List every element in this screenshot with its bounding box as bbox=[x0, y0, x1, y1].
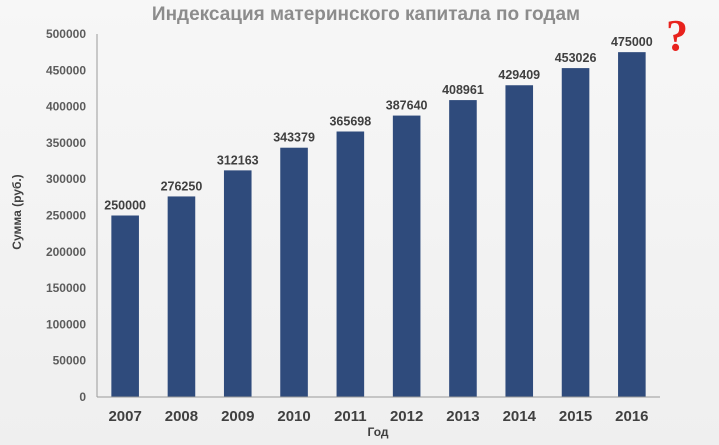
y-tick-label: 350000 bbox=[46, 136, 86, 150]
data-label-2008: 276250 bbox=[161, 179, 203, 193]
data-label-2014: 429409 bbox=[498, 68, 540, 82]
data-label-2016: 475000 bbox=[611, 35, 653, 49]
bar-2009 bbox=[223, 170, 252, 397]
x-tick-label-2011: 2011 bbox=[334, 408, 367, 425]
y-tick-label: 150000 bbox=[46, 281, 86, 295]
y-tick-label: 100000 bbox=[46, 317, 86, 331]
bar-2011 bbox=[336, 131, 365, 398]
x-tick-label-2010: 2010 bbox=[277, 408, 310, 425]
x-tick-label-2013: 2013 bbox=[446, 408, 479, 425]
data-label-2012: 387640 bbox=[386, 99, 428, 113]
x-tick-label-2015: 2015 bbox=[559, 408, 592, 425]
bar-2007 bbox=[111, 215, 139, 397]
x-tick-labels: 2007 2008 2009 2010 2011 2012 2013 2014 2015 2016 bbox=[108, 408, 648, 425]
bar-2012 bbox=[392, 115, 421, 397]
data-label-2013: 408961 bbox=[442, 83, 484, 97]
data-label-2009: 312163 bbox=[217, 153, 259, 167]
x-axis-label: Год bbox=[368, 425, 389, 439]
x-tick-label-2014: 2014 bbox=[503, 408, 537, 425]
x-tick-label-2009: 2009 bbox=[221, 408, 254, 425]
y-tick-label: 300000 bbox=[46, 172, 86, 186]
y-tick-label: 50000 bbox=[53, 354, 87, 368]
y-axis: 0 50000 100000 150000 200000 250000 300000 3500… bbox=[46, 27, 98, 404]
bar-2015 bbox=[561, 68, 590, 398]
y-tick-label: 500000 bbox=[46, 27, 86, 41]
chart-title: Индексация материнского капитала по года… bbox=[152, 4, 580, 25]
data-label-2010: 343379 bbox=[273, 131, 315, 145]
x-tick-label-2008: 2008 bbox=[165, 408, 198, 425]
question-mark-annotation: ? bbox=[666, 11, 688, 60]
data-label-2011: 365698 bbox=[329, 115, 371, 129]
bar-2014 bbox=[505, 85, 534, 397]
y-tick-label: 400000 bbox=[46, 100, 86, 114]
bar-2013 bbox=[449, 100, 477, 398]
y-tick-labels: 0 50000 100000 150000 200000 250000 300000 3500… bbox=[46, 27, 86, 404]
y-axis-label: Сумма (руб.) bbox=[10, 174, 24, 249]
x-tick-label-2012: 2012 bbox=[390, 408, 423, 425]
bars bbox=[111, 52, 646, 398]
y-tick-label: 0 bbox=[79, 390, 86, 404]
x-tick-label-2016: 2016 bbox=[615, 408, 648, 425]
bar-2010 bbox=[280, 147, 308, 397]
y-tick-label: 450000 bbox=[46, 63, 86, 77]
bar-2016 bbox=[618, 52, 646, 398]
bar-2008 bbox=[167, 196, 196, 397]
x-tick-label-2007: 2007 bbox=[108, 408, 141, 425]
data-label-2015: 453026 bbox=[555, 51, 597, 65]
data-labels: 250000 276250 312163 343379 365698 387640 4089… bbox=[104, 35, 652, 212]
data-label-2007: 250000 bbox=[104, 199, 146, 213]
y-tick-label: 200000 bbox=[46, 245, 86, 259]
y-tick-label: 250000 bbox=[46, 209, 86, 223]
